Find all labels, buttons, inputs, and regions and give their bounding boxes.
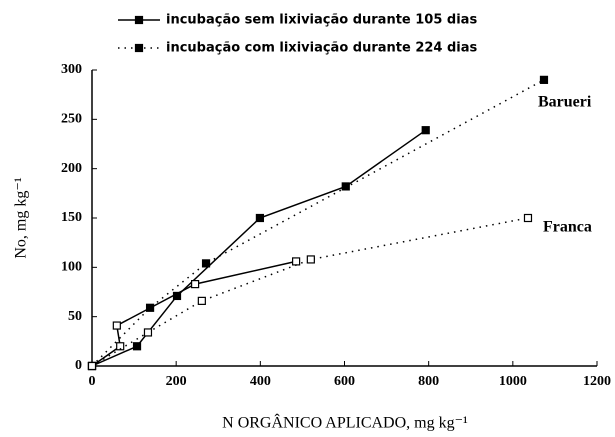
annotation: Franca <box>543 219 592 236</box>
y-tick-label: 100 <box>61 260 82 275</box>
x-tick-label: 600 <box>334 374 355 389</box>
y-tick-label: 200 <box>61 161 82 176</box>
point <box>191 280 200 289</box>
y-tick-label: 150 <box>61 210 82 225</box>
x-tick-label: 1200 <box>583 374 611 389</box>
x-tick-label: 400 <box>250 374 271 389</box>
legend-marker <box>134 15 144 25</box>
point <box>87 361 97 371</box>
x-tick-label: 200 <box>166 374 187 389</box>
legend-marker <box>134 43 144 53</box>
point <box>112 321 121 330</box>
point <box>523 213 533 223</box>
y-axis-label: No, mg kg⁻¹ <box>13 177 30 258</box>
x-axis-label: N ORGÂNICO APLICADO, mg kg⁻¹ <box>222 413 468 432</box>
y-tick-label: 250 <box>61 112 82 127</box>
point <box>421 126 430 135</box>
point <box>539 75 549 84</box>
point <box>132 342 142 351</box>
point <box>292 257 301 266</box>
line <box>91 129 427 367</box>
point <box>306 255 315 264</box>
point <box>143 328 153 337</box>
point <box>201 259 211 268</box>
y-tick-label: 300 <box>61 62 82 77</box>
point <box>197 296 206 305</box>
legend-label: incubação sem lixiviação durante 105 dia… <box>166 13 477 28</box>
point <box>341 182 350 191</box>
line <box>91 217 529 367</box>
y-tick-label: 0 <box>75 358 82 373</box>
legend-label: incubação com lixiviação durante 224 dia… <box>166 41 478 56</box>
line <box>91 79 545 367</box>
x-tick-label: 1000 <box>499 374 527 389</box>
x-tick-label: 800 <box>418 374 439 389</box>
annotation: Barueri <box>538 94 592 111</box>
point <box>255 213 265 223</box>
y-tick-label: 50 <box>68 309 82 324</box>
x-tick-label: 0 <box>89 374 96 389</box>
